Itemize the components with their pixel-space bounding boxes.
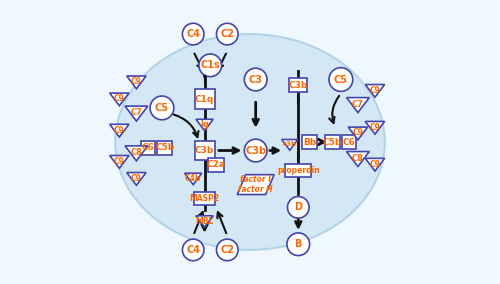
FancyBboxPatch shape — [290, 78, 307, 92]
Polygon shape — [196, 216, 213, 227]
Text: C8: C8 — [352, 154, 364, 163]
Circle shape — [288, 197, 309, 218]
Text: C5: C5 — [334, 74, 348, 85]
Text: C8: C8 — [130, 148, 142, 157]
Polygon shape — [110, 156, 129, 168]
Polygon shape — [282, 139, 298, 150]
Text: C2a: C2a — [206, 160, 226, 169]
Circle shape — [287, 233, 310, 256]
Polygon shape — [125, 146, 148, 161]
Text: C9: C9 — [370, 160, 380, 169]
Polygon shape — [346, 152, 370, 166]
Polygon shape — [237, 175, 274, 195]
FancyBboxPatch shape — [158, 141, 172, 155]
Polygon shape — [126, 173, 146, 185]
Circle shape — [244, 68, 267, 91]
FancyBboxPatch shape — [325, 135, 340, 149]
Text: C3b: C3b — [195, 146, 214, 155]
Text: C6: C6 — [343, 137, 356, 147]
Polygon shape — [348, 127, 368, 140]
FancyBboxPatch shape — [141, 141, 154, 155]
Text: MASP2: MASP2 — [190, 194, 220, 203]
Text: C9: C9 — [370, 123, 380, 132]
Text: C5: C5 — [155, 103, 169, 113]
Text: C6: C6 — [142, 143, 154, 152]
FancyBboxPatch shape — [194, 89, 214, 109]
Polygon shape — [366, 122, 384, 134]
Text: C3: C3 — [248, 74, 262, 85]
Text: C5b: C5b — [155, 143, 174, 152]
FancyBboxPatch shape — [194, 141, 214, 160]
FancyBboxPatch shape — [194, 192, 216, 205]
Text: MBL: MBL — [196, 216, 214, 225]
Text: C9: C9 — [114, 157, 125, 166]
Text: C9: C9 — [131, 174, 142, 183]
Polygon shape — [125, 106, 148, 121]
Polygon shape — [346, 98, 370, 112]
FancyBboxPatch shape — [302, 135, 317, 149]
Polygon shape — [126, 76, 146, 89]
Text: Ig: Ig — [200, 120, 209, 129]
Polygon shape — [110, 124, 129, 137]
Circle shape — [182, 239, 204, 261]
FancyBboxPatch shape — [286, 164, 311, 177]
Text: properdin: properdin — [277, 166, 320, 175]
FancyBboxPatch shape — [342, 135, 356, 149]
Circle shape — [216, 23, 238, 45]
Polygon shape — [196, 119, 213, 131]
Text: C1q: C1q — [195, 95, 214, 104]
Text: C9: C9 — [131, 77, 142, 86]
Text: C3b: C3b — [288, 81, 308, 90]
Text: B: B — [294, 239, 302, 249]
Text: C2: C2 — [220, 29, 234, 39]
Text: C9: C9 — [114, 126, 125, 135]
Polygon shape — [366, 158, 384, 171]
Text: C4: C4 — [186, 245, 200, 255]
Text: C9: C9 — [352, 128, 364, 137]
Text: D: D — [294, 202, 302, 212]
Polygon shape — [110, 93, 129, 106]
Text: C7: C7 — [130, 108, 142, 118]
Text: C4: C4 — [186, 29, 200, 39]
Text: C1s: C1s — [200, 60, 220, 70]
Circle shape — [216, 239, 238, 261]
Circle shape — [182, 23, 204, 45]
Text: C4b: C4b — [185, 174, 202, 183]
Text: C5b: C5b — [322, 137, 342, 147]
Text: C9: C9 — [114, 94, 125, 103]
Text: C9: C9 — [370, 86, 380, 95]
Text: C2: C2 — [220, 245, 234, 255]
FancyBboxPatch shape — [208, 158, 224, 172]
Polygon shape — [366, 85, 384, 97]
Text: C7: C7 — [352, 100, 364, 109]
Polygon shape — [184, 173, 202, 185]
Text: factor I
factor H: factor I factor H — [238, 175, 273, 194]
Text: Bb: Bb — [303, 137, 316, 147]
Ellipse shape — [115, 34, 385, 250]
Text: C3b: C3b — [245, 145, 266, 156]
Text: c3b: c3b — [282, 141, 297, 147]
Circle shape — [329, 68, 353, 91]
Circle shape — [150, 96, 174, 120]
Circle shape — [199, 54, 222, 77]
Circle shape — [244, 139, 267, 162]
